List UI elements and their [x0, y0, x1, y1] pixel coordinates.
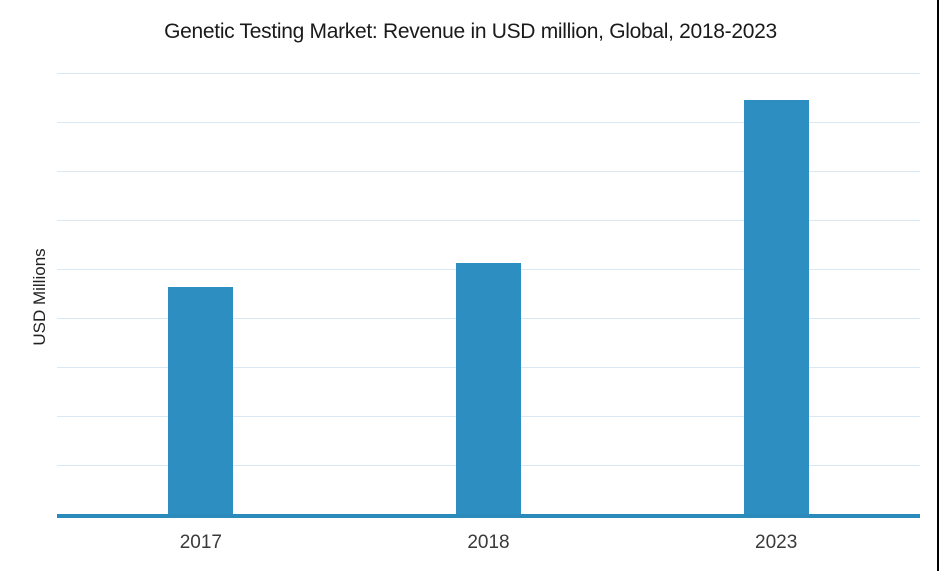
x-axis-line	[57, 514, 920, 518]
plot-area	[57, 73, 920, 514]
y-axis-title: USD Millions	[30, 248, 49, 346]
window-right-edge-line	[937, 0, 939, 571]
gridline	[57, 73, 920, 74]
gridline	[57, 122, 920, 123]
bar-2023	[743, 100, 809, 514]
bar-2017	[168, 287, 234, 514]
x-axis-label-2018: 2018	[467, 532, 510, 553]
gridline	[57, 220, 920, 221]
x-axis-labels: 2017 2018 2023	[57, 532, 920, 558]
bar-2018	[456, 263, 521, 514]
x-axis-label-2023: 2023	[755, 532, 798, 553]
chart-title: Genetic Testing Market: Revenue in USD m…	[164, 20, 777, 43]
x-axis-label-2017: 2017	[179, 532, 222, 553]
gridline	[57, 171, 920, 172]
